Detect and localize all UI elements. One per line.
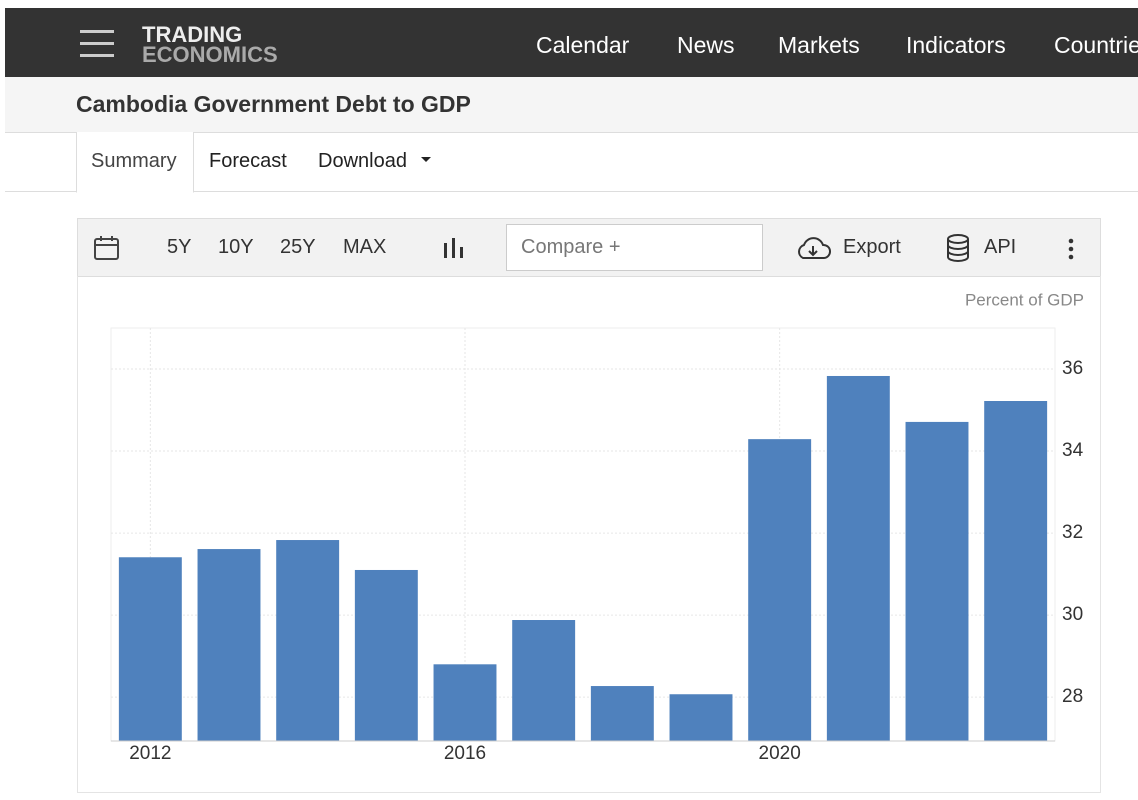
- compare-placeholder: Compare +: [521, 236, 621, 258]
- bar: [433, 664, 497, 741]
- range-button[interactable]: 25Y: [280, 236, 316, 258]
- y-tick-label: 32: [1062, 522, 1083, 543]
- range-button[interactable]: 5Y: [167, 236, 192, 258]
- unit-label: Percent of GDP: [965, 290, 1084, 309]
- menu-item[interactable]: Indicators: [906, 32, 1006, 58]
- x-tick-label: 2016: [444, 743, 486, 764]
- x-tick-label: 2020: [759, 743, 801, 764]
- compare-input[interactable]: Compare +: [506, 224, 763, 271]
- export-button[interactable]: Export: [843, 236, 901, 258]
- api-icon[interactable]: [945, 234, 971, 262]
- bar: [905, 421, 969, 741]
- more-icon[interactable]: [1066, 238, 1076, 260]
- chart-frame: [77, 276, 1101, 793]
- bar: [984, 401, 1048, 741]
- menu-item[interactable]: Markets: [778, 32, 860, 58]
- y-tick-label: 34: [1062, 440, 1084, 461]
- tab[interactable]: Download: [318, 150, 407, 172]
- bar: [118, 557, 182, 741]
- menu-icon[interactable]: [80, 30, 114, 58]
- bar: [590, 686, 654, 741]
- calendar-icon[interactable]: [94, 235, 120, 261]
- logo-line: TRADING: [142, 22, 243, 47]
- bar: [669, 694, 733, 741]
- export-icon[interactable]: [795, 236, 831, 262]
- tabs-bar: [5, 132, 1138, 192]
- active-tab: [76, 132, 194, 193]
- range-button[interactable]: MAX: [343, 236, 387, 258]
- chart-type-icon[interactable]: [443, 237, 465, 259]
- title-bar: Cambodia Government Debt to GDP: [5, 77, 1138, 133]
- bar: [354, 569, 418, 741]
- y-tick-label: 30: [1062, 604, 1083, 625]
- bar: [197, 549, 261, 741]
- logo-line: ECONOMICS: [142, 42, 278, 67]
- menu-item[interactable]: Countries: [1054, 32, 1138, 58]
- menu-item[interactable]: Calendar: [536, 32, 630, 58]
- y-tick-label: 36: [1062, 358, 1083, 379]
- page-title: Cambodia Government Debt to GDP: [76, 91, 471, 117]
- nav-bar: TRADING ECONOMICS Calendar News Markets …: [5, 8, 1138, 77]
- tab[interactable]: Summary: [91, 150, 177, 172]
- bar: [826, 375, 890, 741]
- tab[interactable]: Forecast: [209, 150, 287, 172]
- api-button[interactable]: API: [984, 236, 1017, 258]
- bar: [748, 439, 812, 741]
- x-tick-label: 2012: [129, 743, 171, 764]
- menu-item[interactable]: News: [677, 32, 735, 58]
- range-button[interactable]: 10Y: [218, 236, 254, 258]
- bar: [512, 620, 576, 741]
- y-tick-label: 28: [1062, 686, 1083, 707]
- logo[interactable]: TRADING ECONOMICS: [142, 22, 278, 67]
- bar: [276, 540, 340, 741]
- dropdown-caret: [421, 157, 431, 162]
